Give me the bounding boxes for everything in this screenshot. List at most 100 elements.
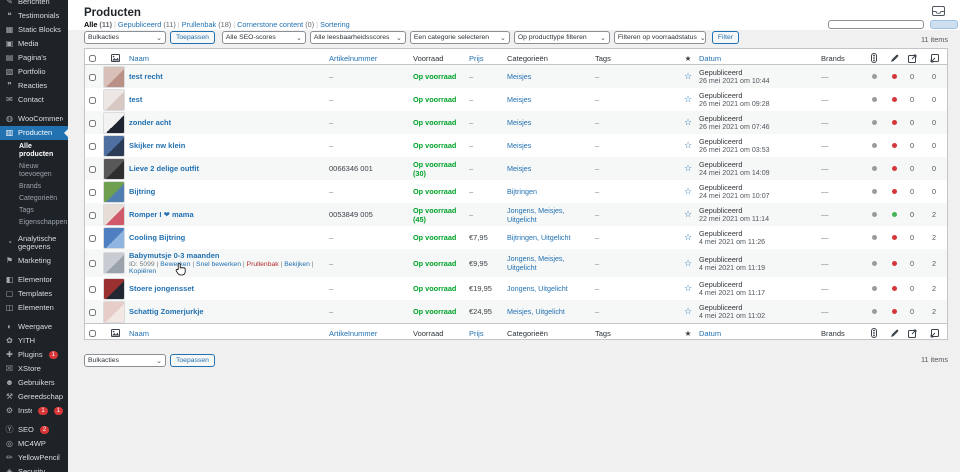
- product-name-link[interactable]: Romper I ❤ mama: [129, 210, 194, 219]
- sidebar-item-xstore[interactable]: ☒ XStore: [0, 362, 68, 376]
- row-action-kopi-ren[interactable]: Kopiëren: [129, 268, 157, 275]
- sidebar-item-marketing[interactable]: ⚑ Marketing: [0, 254, 68, 268]
- sidebar-item-templates[interactable]: ▢ Templates: [0, 287, 68, 301]
- subset-link-cornerstone-content[interactable]: Cornerstone content (0): [237, 20, 315, 29]
- featured-star-icon[interactable]: ☆: [683, 94, 693, 104]
- row-checkbox[interactable]: [89, 165, 96, 173]
- submenu-item-tags[interactable]: Tags: [19, 207, 34, 214]
- submenu-item-brands[interactable]: Brands: [19, 183, 42, 190]
- sidebar-item-mc4wp[interactable]: ◎ MC4WP: [0, 437, 68, 451]
- product-name-link[interactable]: Lieve 2 delige outfit: [129, 164, 200, 173]
- row-checkbox[interactable]: [89, 308, 96, 316]
- sidebar-item-seo[interactable]: Ⓨ SEO 2: [0, 423, 68, 437]
- column-header-sku[interactable]: Artikelnummer: [329, 328, 378, 338]
- product-thumbnail[interactable]: [103, 111, 125, 134]
- product-name-link[interactable]: Cooling Bijtring: [129, 233, 186, 242]
- sidebar-item-reacties[interactable]: ❞ Reacties: [0, 79, 68, 93]
- select-all-checkbox[interactable]: [89, 330, 96, 337]
- row-checkbox[interactable]: [89, 234, 96, 242]
- stock-status-select[interactable]: Filteren op voorraadstatus ⌄: [613, 31, 706, 44]
- sidebar-item-producten[interactable]: ▥ Producten: [0, 126, 68, 140]
- column-header-name[interactable]: Naam: [129, 328, 150, 338]
- sidebar-item-portfolio[interactable]: ▧ Portfolio: [0, 65, 68, 79]
- sidebar-item-yellowpencil[interactable]: ✏ YellowPencil: [0, 451, 68, 465]
- sidebar-item-gereedschap[interactable]: ⚒ Gereedschap: [0, 390, 68, 404]
- product-categories[interactable]: Meisjes: [507, 72, 532, 81]
- column-header-date[interactable]: Datum: [699, 53, 722, 63]
- product-name-link[interactable]: test: [129, 95, 143, 104]
- submenu-item-eigenschappen[interactable]: Eigenschappen: [19, 219, 68, 226]
- product-categories[interactable]: Meisjes: [507, 141, 532, 150]
- category-select[interactable]: Een categorie selecteren ⌄: [409, 31, 510, 44]
- filter-button[interactable]: Filter: [711, 31, 739, 44]
- sidebar-item-analytische-gegevens[interactable]: ◔ Analytische gegevens: [0, 232, 68, 254]
- search-products-input[interactable]: [828, 20, 924, 29]
- product-name-link[interactable]: zonder acht: [129, 118, 172, 127]
- product-name-link[interactable]: Schattig Zomerjurkje: [129, 307, 204, 316]
- sidebar-item-woocommerce[interactable]: ◍ WooCommerce: [0, 112, 68, 126]
- row-action-prullenbak[interactable]: Prullenbak: [246, 261, 279, 268]
- column-header-date[interactable]: Datum: [699, 328, 722, 338]
- product-name-link[interactable]: test recht: [129, 72, 163, 81]
- product-categories[interactable]: Jongens, Uitgelicht: [507, 284, 568, 293]
- row-checkbox[interactable]: [89, 188, 96, 196]
- column-header-price[interactable]: Prijs: [469, 53, 484, 63]
- featured-star-icon[interactable]: ☆: [683, 117, 693, 127]
- bulk-actions-select-bottom[interactable]: Bulkacties ⌄: [84, 354, 166, 367]
- featured-star-icon[interactable]: ☆: [683, 306, 693, 316]
- row-checkbox[interactable]: [89, 260, 96, 267]
- sidebar-item-media[interactable]: ▣ Media: [0, 37, 68, 51]
- apply-button[interactable]: Toepassen: [170, 31, 215, 44]
- featured-star-icon[interactable]: ☆: [683, 186, 693, 196]
- product-thumbnail[interactable]: [103, 226, 125, 249]
- product-thumbnail[interactable]: [103, 203, 125, 226]
- sidebar-item-gebruikers[interactable]: ☻ Gebruikers: [0, 376, 68, 390]
- product-categories[interactable]: Bijtringen: [507, 187, 537, 196]
- subset-link-sortering[interactable]: Sortering: [320, 20, 350, 29]
- product-categories[interactable]: Meisjes: [507, 164, 532, 173]
- product-thumbnail[interactable]: [103, 134, 125, 157]
- sidebar-item-elementen[interactable]: ◫ Elementen: [0, 301, 68, 315]
- sidebar-item-instellingen[interactable]: ⚙ Instellingen 11: [0, 404, 68, 418]
- seo-scores-select[interactable]: Alle SEO-scores ⌄: [221, 31, 306, 44]
- featured-star-icon[interactable]: ☆: [683, 140, 693, 150]
- featured-star-icon[interactable]: ☆: [683, 71, 693, 81]
- product-categories[interactable]: Jongens, Meisjes, Uitgelicht: [507, 254, 565, 272]
- product-thumbnail[interactable]: [103, 65, 125, 88]
- product-categories[interactable]: Meisjes: [507, 118, 532, 127]
- row-checkbox[interactable]: [89, 142, 96, 150]
- product-categories[interactable]: Bijtringen, Uitgelicht: [507, 233, 571, 242]
- submenu-item-categorie-n[interactable]: Categorieën: [19, 195, 58, 202]
- row-checkbox[interactable]: [89, 96, 96, 104]
- sidebar-item-elementor[interactable]: ◧ Elementor: [0, 273, 68, 287]
- submenu-item-nieuw-toevoegen[interactable]: Nieuw toevoegen: [19, 163, 52, 178]
- product-thumbnail[interactable]: [103, 277, 125, 300]
- featured-star-icon[interactable]: ☆: [683, 163, 693, 173]
- product-type-select[interactable]: Op producttype filteren ⌄: [513, 31, 610, 44]
- product-thumbnail[interactable]: [103, 180, 125, 203]
- submenu-item-alle-producten[interactable]: Alle producten: [19, 143, 54, 158]
- row-checkbox[interactable]: [89, 73, 96, 81]
- product-name-link[interactable]: Skijker nw klein: [129, 141, 186, 150]
- featured-star-icon[interactable]: ☆: [683, 232, 693, 242]
- bulk-actions-select[interactable]: Bulkacties ⌄: [84, 31, 166, 44]
- product-thumbnail[interactable]: [103, 252, 125, 274]
- product-name-link[interactable]: Babymutsje 0-3 maanden: [129, 251, 220, 260]
- product-name-link[interactable]: Stoere jongensset: [129, 284, 195, 293]
- sidebar-item-berichten[interactable]: ✎ Berichten: [0, 0, 68, 9]
- sidebar-item-testimonials[interactable]: ❝ Testimonials: [0, 9, 68, 23]
- sidebar-item-yith[interactable]: ✿ YITH: [0, 334, 68, 348]
- row-action-bewerken[interactable]: Bewerken: [160, 261, 191, 268]
- product-thumbnail[interactable]: [103, 300, 125, 323]
- product-categories[interactable]: Meisjes: [507, 95, 532, 104]
- subset-link-alle[interactable]: Alle (11): [84, 20, 112, 29]
- product-thumbnail[interactable]: [103, 88, 125, 111]
- apply-button-bottom[interactable]: Toepassen: [170, 354, 215, 367]
- select-all-checkbox[interactable]: [89, 55, 96, 62]
- sidebar-item-static-blocks[interactable]: ▦ Static Blocks: [0, 23, 68, 37]
- product-thumbnail[interactable]: [103, 157, 125, 180]
- column-header-name[interactable]: Naam: [129, 53, 150, 63]
- featured-star-icon[interactable]: ☆: [683, 283, 693, 293]
- sidebar-item-weergave[interactable]: ◐ Weergave: [0, 320, 68, 334]
- sidebar-item-contact[interactable]: ✉ Contact: [0, 93, 68, 107]
